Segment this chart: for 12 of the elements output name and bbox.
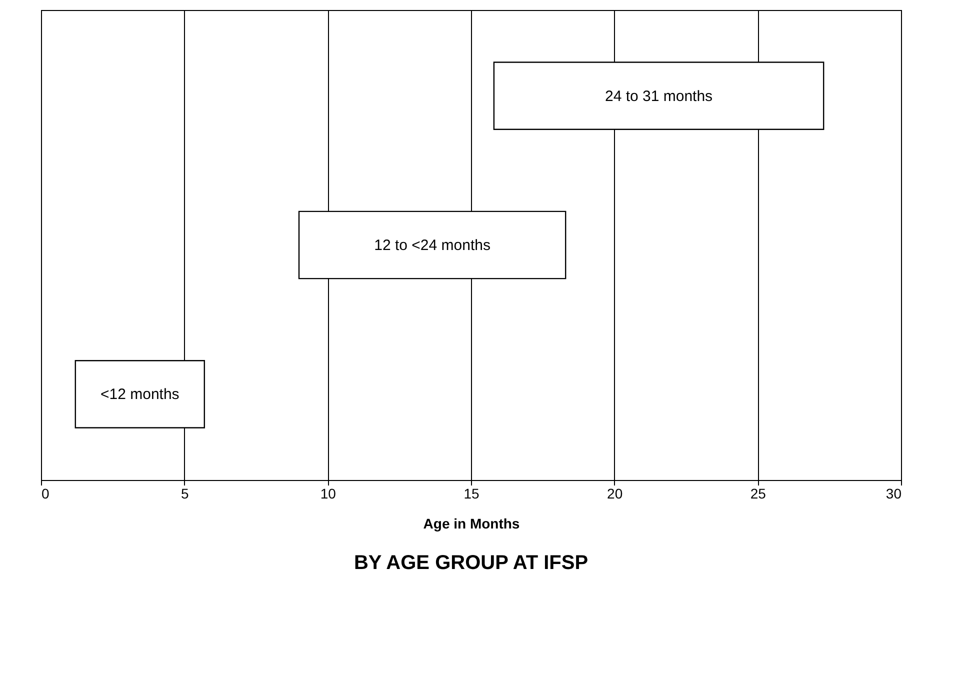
x-axis-title: Age in Months bbox=[423, 516, 520, 532]
text: BY AGE GROUP AT IFSP bbox=[354, 552, 588, 574]
x-tick-label: 15 bbox=[464, 486, 480, 502]
y-tick-label: 24 to 31 months bbox=[604, 88, 713, 105]
x-tick-label: 5 bbox=[180, 486, 189, 502]
x-tick-label: 0 bbox=[42, 486, 50, 502]
x-tick-label: 10 bbox=[320, 486, 336, 502]
x-tick-label: 30 bbox=[886, 486, 902, 502]
x-tick-label: 25 bbox=[750, 486, 766, 502]
y-tick-label: <12 months bbox=[100, 386, 180, 404]
x-tick-label: 20 bbox=[607, 486, 623, 502]
y-tick-label: 12 to <24 months bbox=[374, 237, 490, 254]
